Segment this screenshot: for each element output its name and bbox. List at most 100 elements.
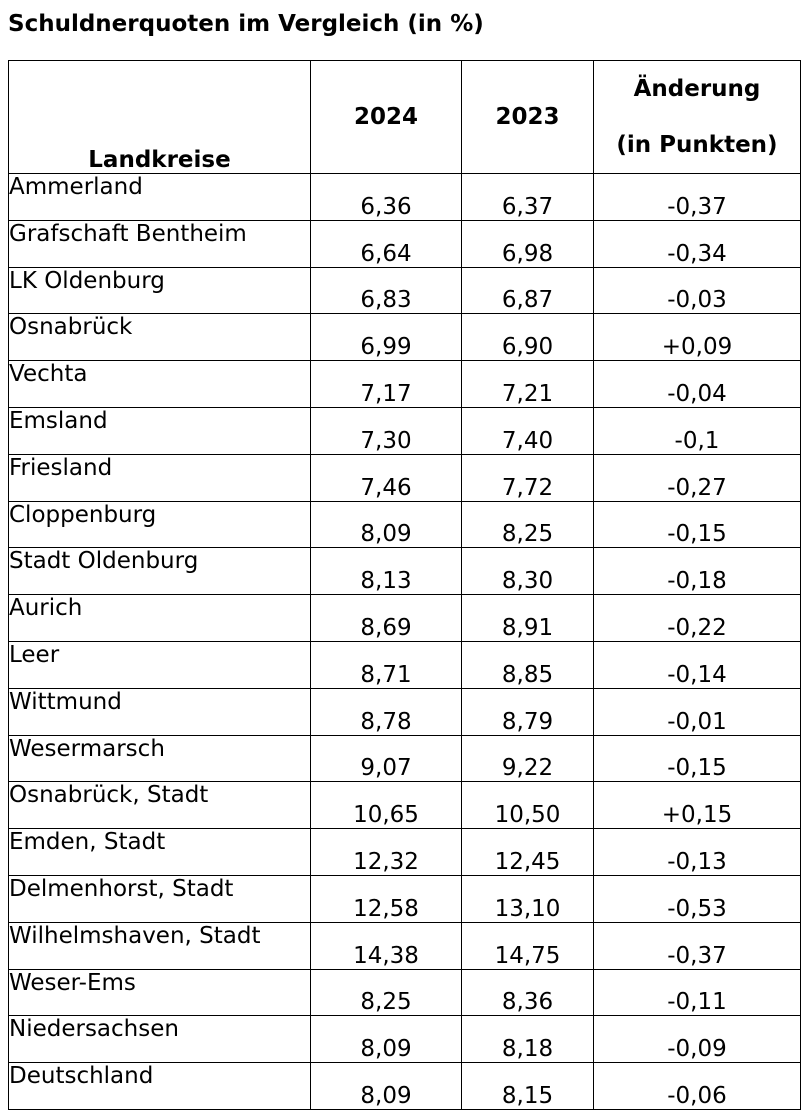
cell-aenderung: -0,53 <box>593 874 801 923</box>
cell-2023: 7,21 <box>461 360 594 408</box>
cell-2024: 7,17 <box>310 360 462 408</box>
cell-2024: 12,32 <box>310 828 462 876</box>
cell-2023: 8,79 <box>461 687 594 736</box>
cell-2023: 10,50 <box>461 781 594 830</box>
cell-2024: 6,99 <box>310 313 462 362</box>
cell-2024: 10,65 <box>310 781 462 830</box>
page-title: Schuldnerquoten im Vergleich (in %) <box>8 11 484 37</box>
cell-landkreis: Weser-Ems <box>8 968 311 1017</box>
table-row: Cloppenburg 8,09 8,25 -0,15 <box>8 500 801 549</box>
header-aenderung-line2: (in Punkten) <box>616 132 778 158</box>
header-2024: 2024 <box>310 60 462 174</box>
table-row: Wittmund 8,78 8,79 -0,01 <box>8 687 801 736</box>
cell-landkreis: Friesland <box>8 453 311 502</box>
table-row: Wilhelmshaven, Stadt 14,38 14,75 -0,37 <box>8 921 801 970</box>
cell-landkreis: Cloppenburg <box>8 500 311 549</box>
cell-2023: 8,30 <box>461 547 594 596</box>
table-row: Grafschaft Bentheim 6,64 6,98 -0,34 <box>8 219 801 268</box>
table-row: Aurich 8,69 8,91 -0,22 <box>8 594 801 642</box>
table-row: Niedersachsen 8,09 8,18 -0,09 <box>8 1015 801 1064</box>
header-row: Landkreise 2024 2023 Änderung (in Punkte… <box>8 60 801 174</box>
cell-2024: 9,07 <box>310 734 462 783</box>
cell-aenderung: -0,18 <box>593 547 801 596</box>
cell-landkreis: Osnabrück, Stadt <box>8 781 311 830</box>
table-row: Leer 8,71 8,85 -0,14 <box>8 640 801 689</box>
cell-2024: 6,64 <box>310 219 462 268</box>
cell-landkreis: Wittmund <box>8 687 311 736</box>
cell-landkreis: Vechta <box>8 360 311 408</box>
cell-2024: 8,69 <box>310 594 462 642</box>
header-aenderung: Änderung (in Punkten) <box>593 60 801 174</box>
cell-landkreis: Stadt Oldenburg <box>8 547 311 596</box>
cell-landkreis: Emsland <box>8 406 311 455</box>
cell-2024: 8,25 <box>310 968 462 1017</box>
cell-2024: 8,09 <box>310 500 462 549</box>
header-aenderung-line1: Änderung <box>633 76 761 102</box>
cell-2023: 6,98 <box>461 219 594 268</box>
cell-aenderung: -0,27 <box>593 453 801 502</box>
cell-2023: 7,40 <box>461 406 594 455</box>
cell-aenderung: -0,34 <box>593 219 801 268</box>
table-row: Emsland 7,30 7,40 -0,1 <box>8 406 801 455</box>
cell-2023: 14,75 <box>461 921 594 970</box>
cell-2024: 8,71 <box>310 640 462 689</box>
cell-aenderung: -0,11 <box>593 968 801 1017</box>
table-row: Stadt Oldenburg 8,13 8,30 -0,18 <box>8 547 801 596</box>
cell-2024: 7,46 <box>310 453 462 502</box>
cell-2024: 6,83 <box>310 266 462 315</box>
cell-2023: 6,37 <box>461 173 594 221</box>
cell-landkreis: Osnabrück <box>8 313 311 362</box>
cell-2023: 12,45 <box>461 828 594 876</box>
cell-2023: 9,22 <box>461 734 594 783</box>
cell-2023: 6,90 <box>461 313 594 362</box>
cell-aenderung: -0,04 <box>593 360 801 408</box>
cell-aenderung: -0,06 <box>593 1062 801 1110</box>
cell-aenderung: -0,13 <box>593 828 801 876</box>
cell-2023: 8,15 <box>461 1062 594 1110</box>
cell-2024: 8,09 <box>310 1015 462 1064</box>
table-row: Deutschland 8,09 8,15 -0,06 <box>8 1062 801 1110</box>
debt-ratio-table: Landkreise 2024 2023 Änderung (in Punkte… <box>8 60 801 1110</box>
table-row: Ammerland 6,36 6,37 -0,37 <box>8 173 801 221</box>
cell-landkreis: Wilhelmshaven, Stadt <box>8 921 311 970</box>
cell-landkreis: Deutschland <box>8 1062 311 1110</box>
cell-aenderung: -0,14 <box>593 640 801 689</box>
cell-aenderung: -0,37 <box>593 921 801 970</box>
table-row: Wesermarsch 9,07 9,22 -0,15 <box>8 734 801 783</box>
cell-aenderung: -0,01 <box>593 687 801 736</box>
cell-landkreis: Grafschaft Bentheim <box>8 219 311 268</box>
cell-aenderung: +0,09 <box>593 313 801 362</box>
header-2023: 2023 <box>461 60 594 174</box>
cell-landkreis: Leer <box>8 640 311 689</box>
cell-2023: 8,25 <box>461 500 594 549</box>
cell-2024: 8,78 <box>310 687 462 736</box>
cell-aenderung: -0,15 <box>593 500 801 549</box>
cell-2024: 12,58 <box>310 874 462 923</box>
cell-aenderung: -0,09 <box>593 1015 801 1064</box>
cell-2024: 7,30 <box>310 406 462 455</box>
cell-2023: 8,85 <box>461 640 594 689</box>
cell-2023: 8,36 <box>461 968 594 1017</box>
cell-2023: 7,72 <box>461 453 594 502</box>
cell-landkreis: LK Oldenburg <box>8 266 311 315</box>
cell-landkreis: Niedersachsen <box>8 1015 311 1064</box>
table-row: Emden, Stadt 12,32 12,45 -0,13 <box>8 828 801 876</box>
cell-2023: 6,87 <box>461 266 594 315</box>
cell-aenderung: -0,37 <box>593 173 801 221</box>
cell-aenderung: -0,1 <box>593 406 801 455</box>
table-row: Osnabrück 6,99 6,90 +0,09 <box>8 313 801 362</box>
table-row: Weser-Ems 8,25 8,36 -0,11 <box>8 968 801 1017</box>
table-row: Friesland 7,46 7,72 -0,27 <box>8 453 801 502</box>
header-landkreise: Landkreise <box>8 60 311 174</box>
cell-2024: 8,09 <box>310 1062 462 1110</box>
cell-2023: 8,18 <box>461 1015 594 1064</box>
cell-aenderung: -0,15 <box>593 734 801 783</box>
table-row: Delmenhorst, Stadt 12,58 13,10 -0,53 <box>8 874 801 923</box>
cell-aenderung: +0,15 <box>593 781 801 830</box>
cell-landkreis: Ammerland <box>8 173 311 221</box>
cell-2024: 6,36 <box>310 173 462 221</box>
cell-landkreis: Aurich <box>8 594 311 642</box>
cell-aenderung: -0,22 <box>593 594 801 642</box>
cell-2023: 13,10 <box>461 874 594 923</box>
cell-2024: 14,38 <box>310 921 462 970</box>
